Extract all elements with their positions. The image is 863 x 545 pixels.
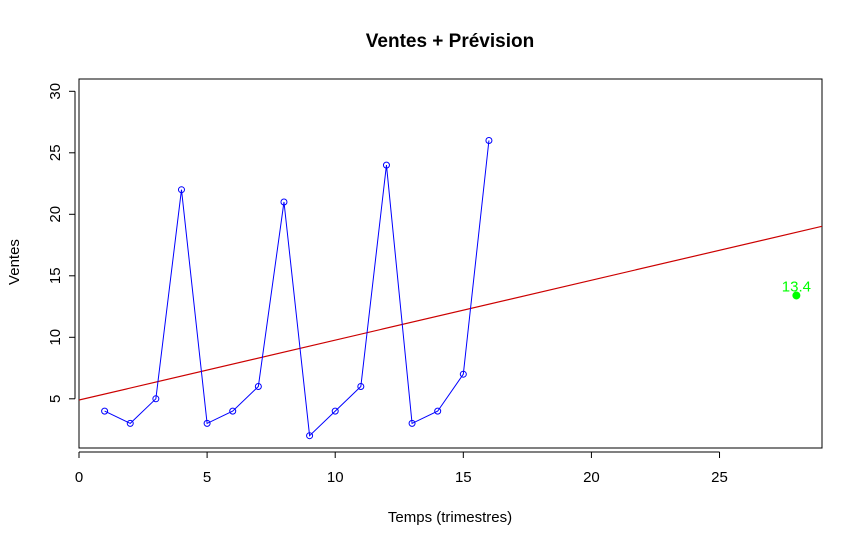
data-point [434,407,442,415]
data-point [408,419,416,427]
data-point [280,198,288,206]
y-tick-label: 20 [47,206,64,223]
data-point [254,383,262,390]
forecast-layer: 13.4 [782,278,811,300]
x-axis-label: Temps (trimestres) [388,509,512,526]
data-point [177,186,185,194]
x-tick-label: 25 [711,469,728,486]
x-tick-label: 0 [75,469,83,486]
data-point [152,395,160,403]
data-point [459,370,467,378]
y-tick-label: 5 [47,395,64,403]
trend-layer [79,225,822,401]
y-axis: 5 10 15 20 25 30 [47,83,76,403]
data-point [382,161,390,169]
data-point [101,407,109,415]
x-tick-label: 10 [327,469,344,486]
series-line [104,140,490,437]
trend-line [79,225,822,401]
data-point [357,383,365,390]
data-point [126,419,134,427]
y-tick-label: 10 [47,329,64,346]
forecast-label: 13.4 [782,278,811,295]
series-layer [101,137,493,440]
chart-title: Ventes + Prévision [366,31,534,52]
plot-frame [78,78,823,449]
x-tick-label: 5 [203,469,211,486]
y-tick-label: 30 [47,83,64,100]
y-tick-label: 25 [47,144,64,161]
x-tick-label: 20 [583,469,600,486]
data-point [229,407,237,415]
data-point [203,419,211,427]
y-axis-label: Ventes [6,239,23,285]
x-axis: 0 5 10 15 20 25 [75,451,728,486]
y-tick-label: 15 [47,267,64,284]
data-point [485,137,493,144]
data-point [306,432,314,440]
data-point [331,407,339,415]
forecast-point [792,291,801,300]
x-tick-label: 15 [455,469,472,486]
